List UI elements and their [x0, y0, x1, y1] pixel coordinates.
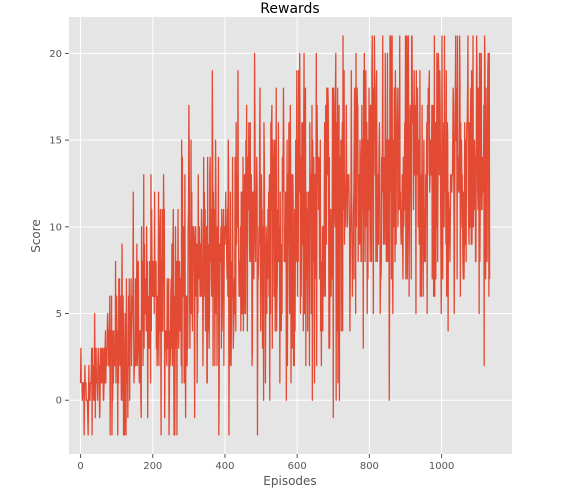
- x-tick-label: 400: [215, 461, 234, 472]
- x-tick-label: 1000: [429, 461, 454, 472]
- x-axis-ticks: 0 200 400 600 800 1000: [77, 454, 454, 472]
- x-tick-label: 600: [288, 461, 307, 472]
- x-tick-label: 0: [77, 461, 83, 472]
- y-tick-label: 0: [56, 396, 62, 407]
- y-tick-label: 10: [49, 222, 62, 233]
- score-series-line: [79, 35, 491, 436]
- x-tick-label: 800: [360, 461, 379, 472]
- x-tick-label: 200: [143, 461, 162, 472]
- y-tick-label: 15: [49, 136, 62, 147]
- x-axis-label: Episodes: [263, 474, 316, 488]
- y-tick-label: 20: [49, 49, 62, 60]
- y-tick-label: 5: [56, 309, 62, 320]
- y-axis-label: Score: [29, 219, 43, 253]
- series-layer: [79, 35, 491, 436]
- y-axis-ticks: 0 5 10 15 20: [49, 49, 69, 407]
- chart-title: Rewards: [260, 1, 319, 17]
